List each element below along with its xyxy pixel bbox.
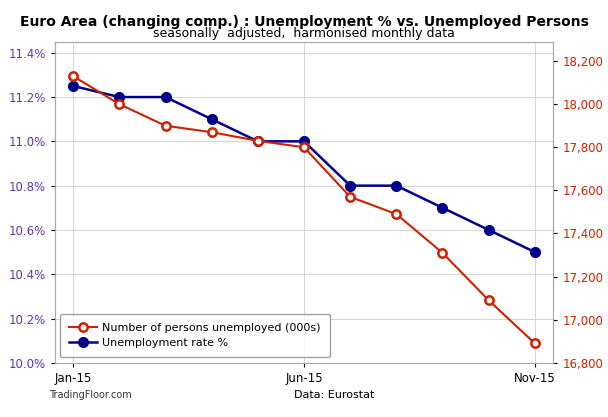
Text: Euro Area (changing comp.) : Unemployment % vs. Unemployed Persons: Euro Area (changing comp.) : Unemploymen… [19,15,589,29]
Unemployment rate % [439,205,446,210]
Number of persons unemployed (000s) [254,138,261,143]
Unemployment rate % [162,95,169,100]
Number of persons unemployed (000s) [485,298,492,303]
Unemployment rate % [116,95,123,100]
Number of persons unemployed (000s) [116,102,123,107]
Unemployment rate % [69,83,77,88]
Number of persons unemployed (000s) [347,194,354,199]
Line: Unemployment rate %: Unemployment rate % [68,81,540,257]
Text: seasonally  adjusted,  harmonised monthly data: seasonally adjusted, harmonised monthly … [153,27,455,40]
Unemployment rate % [208,117,215,122]
Unemployment rate % [531,249,539,254]
Unemployment rate % [393,183,400,188]
Unemployment rate % [300,139,308,144]
Number of persons unemployed (000s) [162,123,169,128]
Text: TradingFloor.com: TradingFloor.com [49,390,131,400]
Unemployment rate % [254,139,261,144]
Unemployment rate % [485,227,492,232]
Unemployment rate % [347,183,354,188]
Number of persons unemployed (000s) [531,341,539,346]
Line: Number of persons unemployed (000s): Number of persons unemployed (000s) [69,72,539,347]
Number of persons unemployed (000s) [393,211,400,216]
Number of persons unemployed (000s) [439,250,446,255]
Number of persons unemployed (000s) [300,145,308,150]
Text: Data: Eurostat: Data: Eurostat [294,390,375,400]
Number of persons unemployed (000s) [208,130,215,135]
Number of persons unemployed (000s) [69,74,77,79]
Legend: Number of persons unemployed (000s), Unemployment rate %: Number of persons unemployed (000s), Une… [60,314,330,357]
